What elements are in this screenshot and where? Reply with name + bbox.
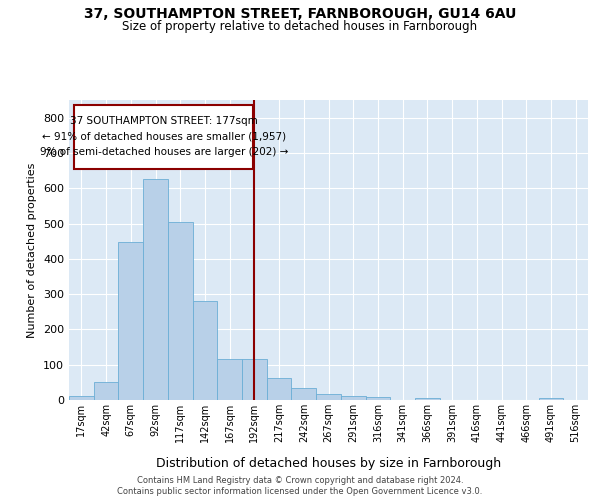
Bar: [168, 222, 193, 400]
Bar: [94, 382, 118, 400]
Bar: [539, 398, 563, 400]
Bar: [193, 301, 217, 400]
FancyBboxPatch shape: [74, 104, 253, 169]
Bar: [365, 397, 390, 400]
Bar: [316, 394, 341, 400]
Text: Size of property relative to detached houses in Farnborough: Size of property relative to detached ho…: [122, 20, 478, 33]
Bar: [69, 396, 94, 400]
Y-axis label: Number of detached properties: Number of detached properties: [28, 162, 37, 338]
Text: Contains HM Land Registry data © Crown copyright and database right 2024.: Contains HM Land Registry data © Crown c…: [137, 476, 463, 485]
Bar: [415, 398, 440, 400]
Bar: [217, 358, 242, 400]
Bar: [242, 358, 267, 400]
Text: Distribution of detached houses by size in Farnborough: Distribution of detached houses by size …: [156, 458, 502, 470]
Bar: [118, 242, 143, 400]
Text: 37, SOUTHAMPTON STREET, FARNBOROUGH, GU14 6AU: 37, SOUTHAMPTON STREET, FARNBOROUGH, GU1…: [84, 8, 516, 22]
Bar: [267, 378, 292, 400]
Text: 37 SOUTHAMPTON STREET: 177sqm
← 91% of detached houses are smaller (1,957)
9% of: 37 SOUTHAMPTON STREET: 177sqm ← 91% of d…: [40, 116, 288, 158]
Bar: [341, 396, 365, 400]
Text: Contains public sector information licensed under the Open Government Licence v3: Contains public sector information licen…: [118, 487, 482, 496]
Bar: [292, 388, 316, 400]
Bar: [143, 180, 168, 400]
